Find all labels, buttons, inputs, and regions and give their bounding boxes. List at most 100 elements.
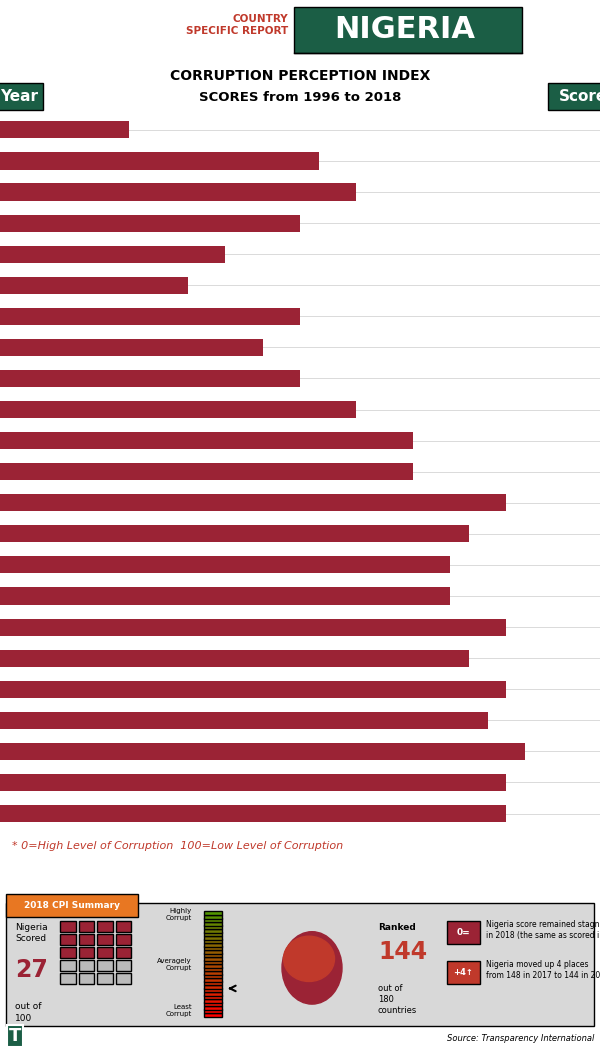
FancyBboxPatch shape (204, 932, 222, 936)
Text: out of
100: out of 100 (15, 1002, 41, 1024)
FancyBboxPatch shape (60, 973, 76, 984)
FancyBboxPatch shape (204, 918, 222, 922)
FancyBboxPatch shape (204, 957, 222, 960)
Bar (0, 277, 187, 294)
Ellipse shape (282, 932, 342, 1005)
Bar (0, 804, 506, 822)
FancyBboxPatch shape (447, 920, 480, 945)
Text: 2018 CPI Summary: 2018 CPI Summary (24, 901, 120, 910)
FancyBboxPatch shape (79, 920, 94, 932)
FancyBboxPatch shape (294, 7, 522, 53)
FancyBboxPatch shape (204, 1006, 222, 1010)
FancyBboxPatch shape (204, 974, 222, 978)
FancyBboxPatch shape (116, 973, 131, 984)
FancyBboxPatch shape (204, 929, 222, 933)
FancyBboxPatch shape (548, 83, 600, 110)
FancyBboxPatch shape (116, 920, 131, 932)
FancyBboxPatch shape (60, 947, 76, 958)
Text: CORRUPTION PERCEPTION INDEX: CORRUPTION PERCEPTION INDEX (170, 68, 430, 82)
FancyBboxPatch shape (204, 939, 222, 943)
FancyBboxPatch shape (204, 915, 222, 919)
Text: 0=: 0= (457, 928, 470, 937)
Bar (0, 183, 356, 200)
FancyBboxPatch shape (116, 934, 131, 945)
Text: * 0=High Level of Corruption  100=Low Level of Corruption: * 0=High Level of Corruption 100=Low Lev… (12, 841, 343, 851)
Text: T: T (9, 1027, 22, 1046)
Text: +4↑: +4↑ (454, 968, 473, 977)
FancyBboxPatch shape (204, 922, 222, 926)
Bar (0, 153, 319, 170)
Bar (0, 618, 506, 636)
FancyBboxPatch shape (204, 1013, 222, 1017)
Bar (0, 215, 300, 232)
Bar (0, 432, 413, 450)
FancyBboxPatch shape (204, 985, 222, 989)
FancyBboxPatch shape (204, 989, 222, 992)
FancyBboxPatch shape (79, 947, 94, 958)
FancyBboxPatch shape (204, 963, 222, 968)
FancyBboxPatch shape (204, 942, 222, 947)
Bar (0, 401, 356, 418)
FancyBboxPatch shape (116, 960, 131, 971)
FancyBboxPatch shape (447, 960, 480, 985)
Text: Averagely
Corrupt: Averagely Corrupt (157, 958, 192, 971)
FancyBboxPatch shape (204, 1002, 222, 1007)
FancyBboxPatch shape (204, 968, 222, 971)
Text: Least
Corrupt: Least Corrupt (166, 1004, 192, 1017)
FancyBboxPatch shape (79, 973, 94, 984)
FancyBboxPatch shape (204, 926, 222, 930)
Bar (0, 525, 469, 542)
FancyBboxPatch shape (204, 995, 222, 999)
FancyBboxPatch shape (204, 912, 222, 915)
FancyBboxPatch shape (204, 978, 222, 981)
FancyBboxPatch shape (79, 934, 94, 945)
Ellipse shape (284, 936, 335, 981)
Bar (0, 556, 450, 574)
Bar (0, 494, 506, 512)
Bar (0, 245, 225, 263)
Text: Year: Year (0, 90, 38, 104)
FancyBboxPatch shape (97, 947, 113, 958)
Text: Ranked: Ranked (378, 922, 416, 932)
Text: Score: Score (559, 90, 600, 104)
FancyBboxPatch shape (204, 936, 222, 939)
FancyBboxPatch shape (204, 953, 222, 957)
FancyBboxPatch shape (97, 973, 113, 984)
Bar (0, 370, 300, 388)
Bar (0, 339, 263, 356)
FancyBboxPatch shape (60, 934, 76, 945)
FancyBboxPatch shape (60, 960, 76, 971)
Text: 144: 144 (378, 939, 427, 963)
FancyBboxPatch shape (204, 999, 222, 1002)
Bar (0, 588, 450, 604)
Bar (0, 307, 300, 325)
Text: Source: Transparency International: Source: Transparency International (446, 1034, 594, 1044)
FancyBboxPatch shape (97, 920, 113, 932)
Text: SCORES from 1996 to 2018: SCORES from 1996 to 2018 (199, 92, 401, 104)
Bar (0, 650, 469, 667)
Text: ransparencIT: ransparencIT (36, 1029, 127, 1044)
Bar (0, 774, 506, 791)
FancyBboxPatch shape (204, 950, 222, 954)
FancyBboxPatch shape (204, 971, 222, 975)
FancyBboxPatch shape (0, 83, 43, 110)
Bar (0, 463, 413, 480)
FancyBboxPatch shape (204, 947, 222, 950)
FancyBboxPatch shape (116, 947, 131, 958)
Text: out of
180
countries: out of 180 countries (378, 985, 417, 1015)
Text: 27: 27 (15, 958, 48, 981)
Bar (0, 742, 525, 760)
FancyBboxPatch shape (6, 902, 594, 1026)
FancyBboxPatch shape (6, 894, 138, 917)
Text: Nigeria moved up 4 places
from 148 in 2017 to 144 in 2018: Nigeria moved up 4 places from 148 in 20… (486, 959, 600, 979)
FancyBboxPatch shape (204, 1010, 222, 1013)
FancyBboxPatch shape (79, 960, 94, 971)
FancyBboxPatch shape (60, 920, 76, 932)
Text: COUNTRY
SPECIFIC REPORT: COUNTRY SPECIFIC REPORT (186, 14, 288, 36)
Bar (0, 712, 487, 729)
FancyBboxPatch shape (97, 960, 113, 971)
Bar (0, 121, 130, 138)
Text: Nigeria score remained stagnant
in 2018 (the same as scored in 2017): Nigeria score remained stagnant in 2018 … (486, 920, 600, 940)
FancyBboxPatch shape (204, 992, 222, 996)
Bar (0, 680, 506, 698)
